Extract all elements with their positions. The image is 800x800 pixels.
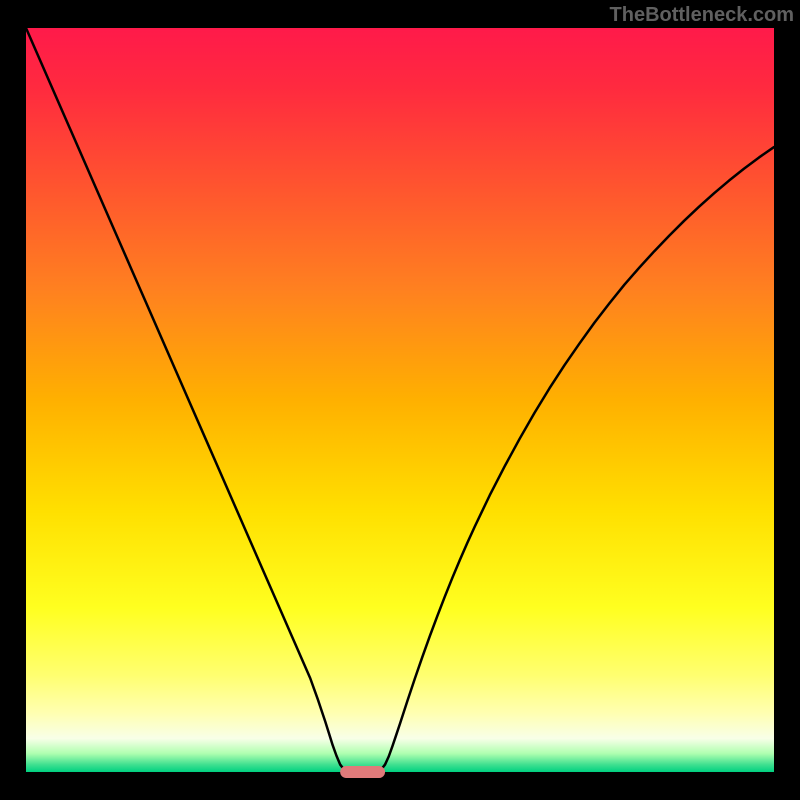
watermark-text: TheBottleneck.com bbox=[610, 4, 794, 27]
chart-svg bbox=[0, 0, 800, 800]
chart-container: TheBottleneck.com bbox=[0, 0, 800, 800]
